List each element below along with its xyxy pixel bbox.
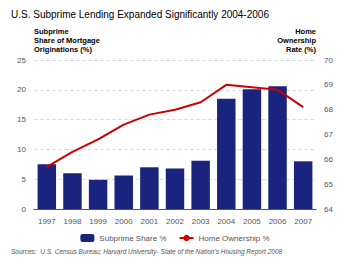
svg-text:67: 67: [324, 130, 333, 139]
svg-text:66: 66: [324, 155, 333, 164]
svg-text:2002: 2002: [166, 217, 184, 226]
svg-text:69: 69: [324, 80, 333, 89]
svg-text:Sources: U.S. Census Bureau;: Sources: U.S. Census Bureau; Harvard Uni…: [11, 248, 283, 256]
svg-text:Ownership: Ownership: [277, 36, 316, 45]
svg-text:5: 5: [22, 175, 27, 184]
svg-text:2005: 2005: [243, 217, 261, 226]
svg-text:2006: 2006: [269, 217, 287, 226]
svg-text:U.S. Subprime Lending Expanded: U.S. Subprime Lending Expanded Significa…: [11, 9, 269, 20]
svg-text:10: 10: [17, 145, 26, 154]
svg-text:70: 70: [324, 56, 333, 65]
svg-text:Originations (%): Originations (%): [34, 45, 92, 54]
svg-text:1998: 1998: [64, 217, 82, 226]
svg-text:Subprime: Subprime: [34, 27, 69, 36]
svg-text:65: 65: [324, 180, 333, 189]
svg-text:Subprime Share %: Subprime Share %: [99, 234, 166, 243]
svg-text:68: 68: [324, 105, 333, 114]
svg-text:1999: 1999: [89, 217, 107, 226]
svg-text:2001: 2001: [140, 217, 158, 226]
svg-text:2007: 2007: [294, 217, 312, 226]
svg-text:15: 15: [17, 115, 26, 124]
svg-text:Rate (%): Rate (%): [286, 45, 317, 54]
svg-text:25: 25: [17, 56, 26, 65]
svg-text:Share of Mortgage: Share of Mortgage: [34, 36, 100, 45]
svg-text:1997: 1997: [38, 217, 56, 226]
svg-text:64: 64: [324, 205, 333, 214]
svg-text:0: 0: [22, 205, 27, 214]
svg-text:2003: 2003: [192, 217, 210, 226]
svg-text:2004: 2004: [217, 217, 235, 226]
svg-text:Home Ownership %: Home Ownership %: [199, 234, 270, 243]
svg-text:2000: 2000: [115, 217, 133, 226]
svg-text:Home: Home: [295, 27, 316, 36]
svg-text:20: 20: [17, 85, 26, 94]
